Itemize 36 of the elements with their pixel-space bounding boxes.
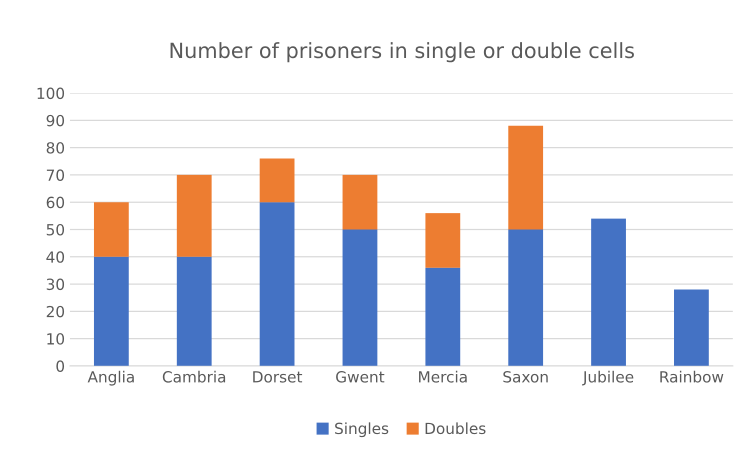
y-tick-label: 20 (46, 306, 64, 318)
x-tick-label: Gwent (336, 371, 384, 383)
bar (260, 202, 294, 366)
x-tick-label: Mercia (419, 370, 467, 383)
x-tick-label: Cambria (162, 370, 226, 383)
bar (674, 290, 709, 366)
x-tick-label: Jubilee (582, 370, 634, 386)
y-tick-label: 0 (56, 360, 64, 372)
bar (94, 202, 129, 257)
y-tick-label: 10 (47, 333, 64, 345)
bar (342, 229, 378, 366)
bar (425, 213, 460, 268)
legend-label: Doubles (426, 422, 486, 434)
legend-label: Singles (335, 422, 388, 438)
y-tick-label: 30 (46, 278, 64, 290)
bar (176, 256, 212, 366)
y-tick-label: 100 (38, 88, 64, 100)
bar (260, 158, 294, 202)
x-tick-label: Saxon (503, 371, 548, 383)
bar (508, 126, 544, 230)
y-tick-label: 90 (46, 114, 64, 126)
x-tick-label: Rainbow (660, 370, 724, 383)
y-tick-label: 50 (46, 224, 64, 236)
bar (591, 218, 626, 366)
bar (94, 256, 129, 366)
x-tick-label: Dorset (253, 371, 302, 383)
bar (176, 174, 212, 257)
bar (425, 268, 460, 366)
bar (342, 174, 378, 230)
y-tick-label: 70 (46, 169, 64, 181)
y-tick-label: 40 (46, 251, 64, 263)
x-tick-label: Anglia (88, 370, 134, 386)
y-tick-label: 80 (46, 142, 64, 154)
y-tick-label: 60 (46, 196, 64, 208)
bar (508, 229, 544, 366)
chart-title: Number of prisoners in single or double cells (170, 42, 634, 62)
